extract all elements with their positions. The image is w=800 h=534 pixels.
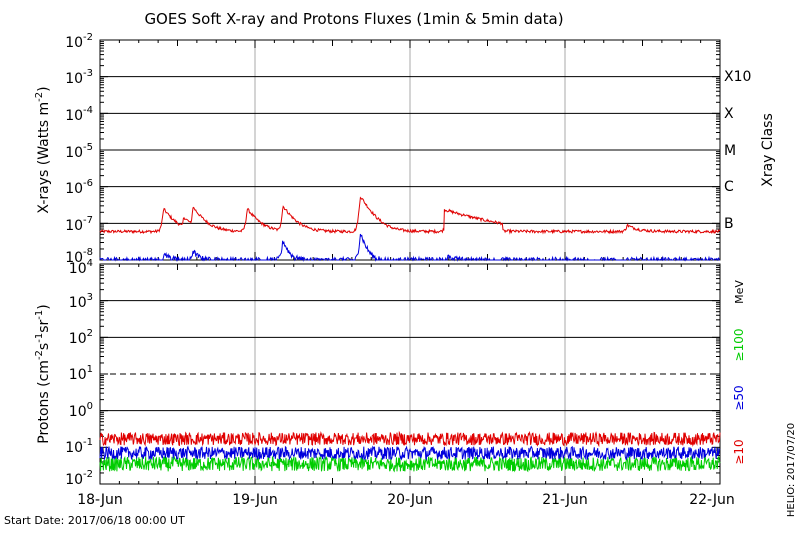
flare-class-labels: X10 X M C B	[724, 69, 751, 232]
proton-ytick-label: 101	[69, 364, 93, 383]
xray-ytick-label: 10-7	[65, 215, 93, 234]
energy-label-50: ≥50	[732, 385, 746, 410]
x-tick-label: 19-Jun	[232, 492, 278, 508]
xray-panel: 10-2 10-3 10-4 10-5 10-6 10-7 10-8 X-ray…	[34, 32, 776, 266]
xray-ylabel: X-rays (Watts m-2)	[34, 86, 52, 213]
energy-label-10: ≥10	[732, 439, 746, 464]
energy-label-100: ≥100	[732, 329, 746, 362]
flare-class-x10: X10	[724, 69, 751, 85]
xray-ytick-label: 10-5	[65, 142, 93, 161]
x-tick-labels: 18-Jun 19-Jun 20-Jun 21-Jun 22-Jun	[77, 492, 735, 508]
x-tick-label: 20-Jun	[387, 492, 433, 508]
xray-gridlines	[100, 40, 720, 260]
xray-ytick-labels: 10-2 10-3 10-4 10-5 10-6 10-7 10-8	[65, 32, 93, 266]
helio-credit: HELIO: 2017/07/20	[786, 423, 797, 517]
proton-ytick-label: 10-1	[65, 437, 93, 456]
mev-unit-label: MeV	[733, 280, 746, 304]
xray-class-axis-title: Xray Class	[760, 113, 776, 187]
xray-ytick-label: 10-8	[65, 247, 93, 266]
proton-ytick-label: 10-2	[65, 469, 93, 488]
proton-gridlines	[100, 264, 720, 484]
x-tick-label: 18-Jun	[77, 492, 123, 508]
xray-short-series	[99, 233, 720, 262]
proton-100mev-series	[99, 455, 721, 473]
proton-series	[99, 430, 721, 473]
proton-ytick-label: 100	[69, 401, 93, 420]
xray-long-series	[99, 196, 721, 235]
proton-panel: 104 103 102 101 100 10-1 10-2 Protons (c…	[34, 258, 746, 508]
flare-class-m: M	[724, 143, 736, 159]
start-date-label: Start Date: 2017/06/18 00:00 UT	[4, 514, 185, 527]
proton-ylabel: Protons (cm-2s-1sr-1)	[34, 304, 52, 443]
flare-class-x: X	[724, 106, 734, 122]
proton-ytick-label: 102	[69, 328, 93, 347]
x-tick-label: 21-Jun	[542, 492, 588, 508]
proton-10mev-series	[99, 430, 721, 448]
flare-class-c: C	[724, 179, 734, 195]
proton-ytick-labels: 104 103 102 101 100 10-1 10-2	[65, 258, 93, 488]
x-tick-label: 22-Jun	[689, 492, 735, 508]
flare-class-b: B	[724, 216, 734, 232]
chart-title: GOES Soft X-ray and Protons Fluxes (1min…	[144, 10, 563, 28]
xray-ytick-label: 10-2	[65, 32, 93, 51]
proton-ticks	[99, 264, 721, 485]
proton-50mev-series	[99, 445, 721, 461]
xray-series	[99, 196, 721, 262]
xray-ytick-label: 10-6	[65, 178, 93, 197]
xray-ytick-label: 10-3	[65, 68, 93, 87]
proton-ytick-label: 103	[69, 292, 93, 311]
xray-ytick-label: 10-4	[65, 105, 93, 124]
proton-ytick-label: 104	[69, 258, 93, 277]
